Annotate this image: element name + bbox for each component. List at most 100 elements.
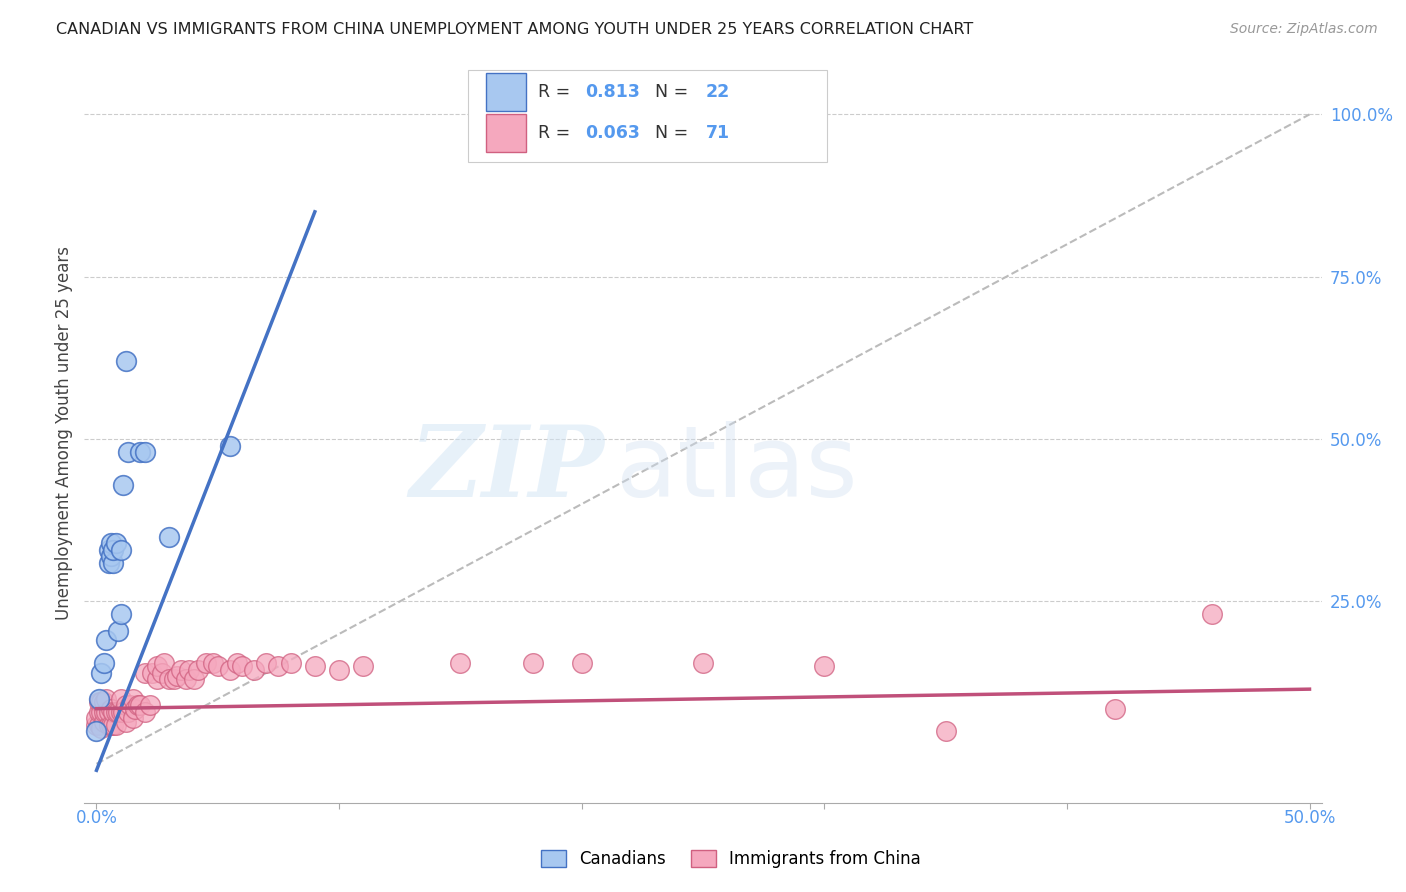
Point: [935, 724, 957, 739]
Point: [103, 542, 125, 557]
Point: [449, 656, 471, 670]
Point: [280, 656, 302, 670]
Point: [207, 659, 229, 673]
Point: [112, 705, 135, 719]
Point: [103, 556, 125, 570]
Point: [177, 663, 200, 677]
Point: [146, 659, 169, 673]
Point: [254, 656, 277, 670]
Text: CANADIAN VS IMMIGRANTS FROM CHINA UNEMPLOYMENT AMONG YOUTH UNDER 25 YEARS CORREL: CANADIAN VS IMMIGRANTS FROM CHINA UNEMPL…: [56, 22, 973, 37]
Point: [117, 445, 139, 459]
Point: [571, 656, 593, 670]
Point: [93, 656, 115, 670]
Point: [127, 698, 149, 713]
Text: N =: N =: [644, 124, 693, 142]
Point: [522, 656, 544, 670]
Point: [117, 705, 139, 719]
Point: [122, 692, 145, 706]
Point: [129, 445, 152, 459]
Point: [90, 695, 112, 709]
Point: [352, 659, 374, 673]
Point: [97, 718, 120, 732]
Point: [100, 536, 122, 550]
Point: [97, 542, 120, 557]
Point: [328, 663, 350, 677]
Point: [114, 714, 136, 729]
Point: [163, 673, 186, 687]
Point: [87, 692, 110, 706]
FancyBboxPatch shape: [486, 113, 526, 152]
Point: [194, 656, 217, 670]
Point: [103, 705, 125, 719]
Point: [87, 718, 110, 732]
Point: [100, 549, 122, 563]
FancyBboxPatch shape: [468, 70, 827, 162]
Point: [96, 633, 118, 648]
Point: [267, 659, 290, 673]
Point: [157, 529, 180, 543]
Point: [183, 673, 205, 687]
Point: [219, 439, 242, 453]
Legend: Canadians, Immigrants from China: Canadians, Immigrants from China: [534, 843, 928, 875]
Point: [93, 695, 115, 709]
Text: 0.063: 0.063: [585, 124, 640, 142]
Point: [813, 659, 835, 673]
Point: [153, 656, 176, 670]
Point: [174, 673, 197, 687]
Point: [110, 692, 132, 706]
Y-axis label: Unemployment Among Youth under 25 years: Unemployment Among Youth under 25 years: [55, 245, 73, 620]
Point: [304, 659, 326, 673]
Text: ZIP: ZIP: [409, 421, 605, 518]
Point: [166, 669, 188, 683]
Point: [96, 692, 118, 706]
Point: [112, 477, 135, 491]
Point: [1201, 607, 1223, 622]
Point: [104, 536, 127, 550]
Point: [134, 705, 156, 719]
Point: [90, 665, 112, 680]
Point: [114, 698, 136, 713]
Point: [124, 701, 146, 715]
Text: R =: R =: [538, 124, 576, 142]
Point: [157, 673, 180, 687]
Point: [96, 705, 118, 719]
Point: [87, 695, 110, 709]
Text: 71: 71: [706, 124, 730, 142]
Point: [114, 354, 136, 368]
Text: 50.0%: 50.0%: [1284, 809, 1336, 827]
Point: [129, 698, 152, 713]
Point: [692, 656, 714, 670]
Point: [90, 705, 112, 719]
Point: [1104, 701, 1126, 715]
Point: [110, 705, 132, 719]
Point: [86, 718, 108, 732]
Text: 0.813: 0.813: [585, 83, 640, 101]
Point: [139, 698, 162, 713]
Point: [134, 445, 156, 459]
Point: [93, 714, 115, 729]
Point: [150, 665, 173, 680]
Point: [187, 663, 209, 677]
Point: [87, 705, 110, 719]
Point: [100, 718, 122, 732]
Point: [86, 724, 108, 739]
Text: atlas: atlas: [616, 421, 858, 518]
Point: [93, 705, 115, 719]
FancyBboxPatch shape: [486, 73, 526, 112]
Point: [104, 718, 127, 732]
Point: [243, 663, 266, 677]
Point: [170, 663, 193, 677]
Point: [110, 607, 132, 622]
Point: [110, 542, 132, 557]
Text: 22: 22: [706, 83, 730, 101]
Text: R =: R =: [538, 83, 576, 101]
Point: [120, 698, 142, 713]
Point: [231, 659, 253, 673]
Point: [201, 656, 224, 670]
Point: [97, 556, 120, 570]
Point: [107, 705, 129, 719]
Text: 0.0%: 0.0%: [76, 809, 118, 827]
Point: [90, 721, 112, 735]
Point: [97, 705, 120, 719]
Point: [122, 711, 145, 725]
